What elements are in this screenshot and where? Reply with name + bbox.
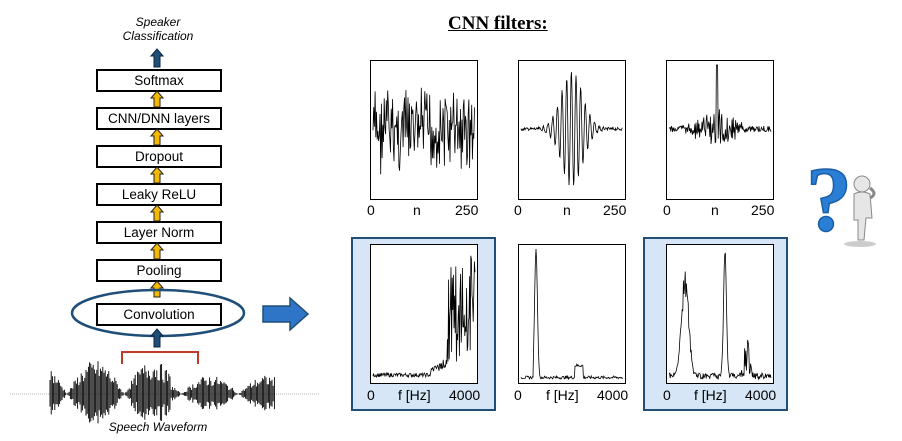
svg-text:?: ?	[806, 148, 852, 248]
signal-line	[520, 248, 624, 381]
signal-line	[668, 252, 772, 381]
arrow-up-icon	[150, 166, 164, 184]
arrow-up-icon	[150, 90, 164, 108]
time-trace	[372, 87, 475, 175]
speech-waveform	[10, 351, 320, 424]
signal-line	[668, 64, 772, 145]
output-arrow-icon	[150, 48, 164, 68]
time-tick-end: 250	[751, 202, 775, 218]
freq-trace	[372, 255, 476, 379]
top-label: Speaker Classification	[96, 15, 220, 43]
freq-trace	[668, 252, 772, 381]
arrow-up-icon	[150, 242, 164, 260]
filter-freq-3	[666, 244, 774, 384]
layer-softmax: Softmax	[96, 69, 222, 92]
time-tick-start: 0	[367, 202, 375, 218]
filter-freq-1	[370, 244, 478, 384]
time-trace	[668, 64, 772, 145]
layer-convolution: Convolution	[96, 303, 222, 326]
signal-line	[372, 255, 476, 379]
arrow-up-icon	[150, 128, 164, 146]
top-label-line2: Classification	[122, 29, 194, 43]
layer-cnn-dnn: CNN/DNN layers	[96, 107, 222, 130]
freq-tick-mid: f [Hz]	[398, 387, 431, 403]
top-label-line1: Speaker	[135, 15, 181, 29]
freq-tick-end: 4000	[597, 387, 629, 403]
freq-tick-start: 0	[663, 387, 671, 403]
freq-tick-mid: f [Hz]	[694, 387, 727, 403]
filter-time-3	[666, 60, 774, 200]
bottom-label: Speech Waveform	[108, 420, 208, 434]
signal-line	[372, 87, 475, 175]
time-tick-mid: n	[711, 202, 719, 218]
freq-tick-start: 0	[367, 387, 375, 403]
time-tick-start: 0	[514, 202, 522, 218]
arrow-up-icon	[150, 204, 164, 222]
layer-dropout: Dropout	[96, 145, 222, 168]
time-tick-mid: n	[413, 202, 421, 218]
time-trace	[520, 72, 623, 186]
freq-tick-mid: f [Hz]	[546, 387, 579, 403]
freq-tick-end: 4000	[745, 387, 777, 403]
filter-time-1	[370, 60, 478, 200]
question-person-icon: ?	[805, 148, 876, 248]
time-tick-end: 250	[603, 202, 627, 218]
time-tick-mid: n	[563, 202, 571, 218]
layer-norm: Layer Norm	[96, 221, 222, 244]
time-tick-start: 0	[663, 202, 671, 218]
signal-line	[520, 72, 623, 186]
time-tick-end: 250	[455, 202, 479, 218]
freq-trace	[520, 248, 624, 381]
filter-time-2	[518, 60, 626, 200]
freq-tick-end: 4000	[449, 387, 481, 403]
layer-pooling: Pooling	[96, 259, 222, 282]
filters-title: CNN filters:	[448, 13, 548, 34]
freq-tick-start: 0	[514, 387, 522, 403]
right-arrow-icon	[262, 296, 310, 332]
layer-leaky-relu: Leaky ReLU	[96, 183, 222, 206]
filter-freq-2	[518, 244, 626, 384]
input-arrow-icon	[150, 328, 164, 348]
